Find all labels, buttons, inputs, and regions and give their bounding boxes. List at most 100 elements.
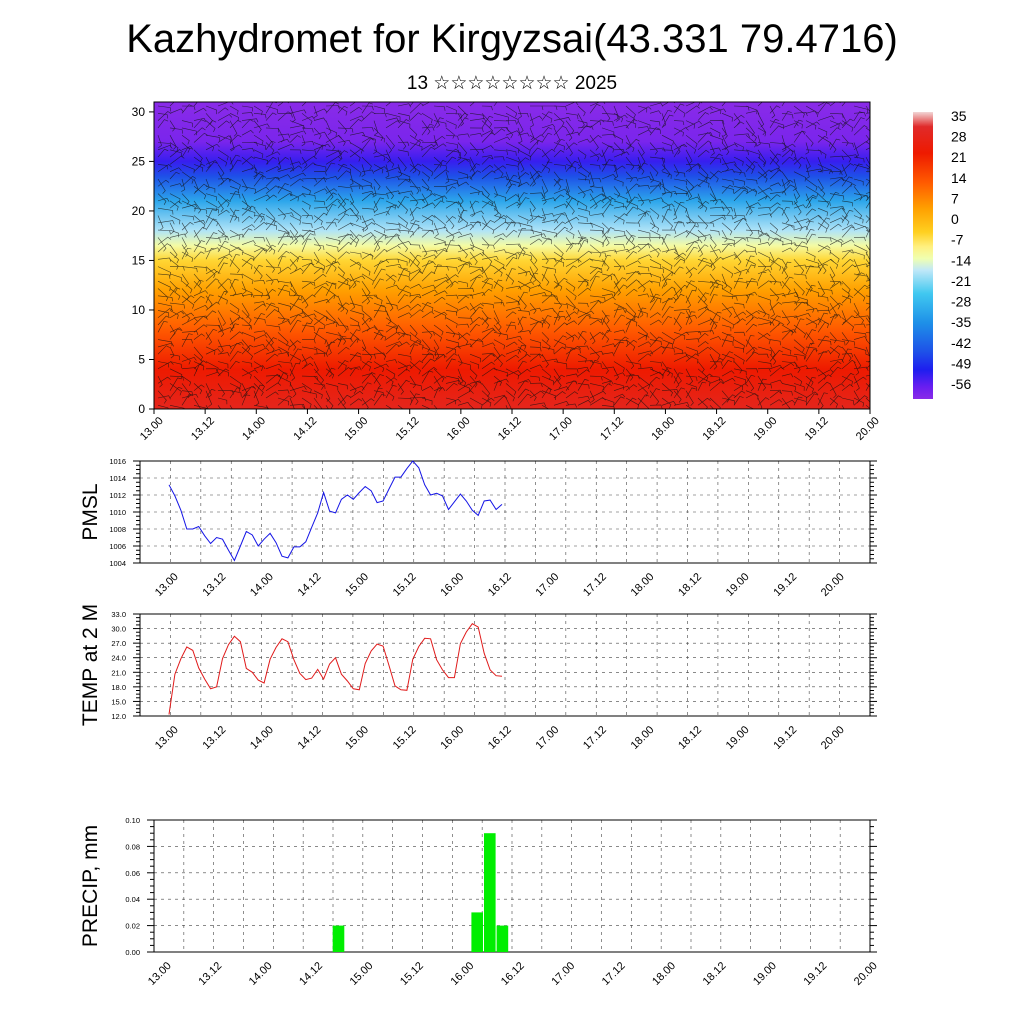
wind-barb bbox=[457, 259, 470, 268]
wind-barb bbox=[625, 317, 638, 327]
wind-barb bbox=[565, 334, 578, 340]
wind-barb bbox=[601, 195, 614, 202]
wind-barb bbox=[205, 120, 216, 133]
wind-barb bbox=[625, 120, 637, 128]
y-tick-label: 18.0 bbox=[111, 683, 126, 692]
wind-barb bbox=[553, 138, 565, 150]
wind-barb bbox=[457, 117, 469, 129]
wind-barb bbox=[793, 111, 808, 117]
wind-barb bbox=[589, 360, 599, 369]
wind-barb bbox=[421, 367, 438, 377]
wind-barb bbox=[601, 145, 613, 158]
wind-barb bbox=[853, 395, 869, 406]
wind-barb bbox=[829, 120, 840, 129]
wind-barb bbox=[373, 346, 387, 360]
wind-barb bbox=[817, 186, 826, 198]
wind-barb bbox=[301, 310, 313, 324]
wind-barb bbox=[193, 397, 202, 409]
wind-barb bbox=[253, 343, 266, 348]
wind-barb bbox=[469, 339, 484, 346]
wind-barb bbox=[325, 244, 339, 252]
wind-barb bbox=[613, 306, 623, 318]
wind-barb bbox=[241, 324, 253, 330]
wind-barb bbox=[421, 146, 435, 158]
wind-barb bbox=[481, 288, 493, 297]
wind-barb bbox=[325, 188, 338, 194]
wind-barb bbox=[709, 142, 715, 156]
wind-barb bbox=[241, 167, 258, 172]
wind-barb bbox=[625, 373, 635, 384]
y-tick-label: 25 bbox=[132, 154, 146, 168]
wind-barb bbox=[529, 273, 541, 287]
wind-barb bbox=[541, 193, 547, 205]
wind-barb bbox=[277, 256, 287, 267]
wind-barb bbox=[685, 387, 696, 399]
wind-barb bbox=[865, 382, 870, 391]
wind-barb bbox=[421, 229, 434, 238]
wind-barb bbox=[481, 113, 493, 128]
wind-barb bbox=[577, 171, 587, 181]
x-tick-label: 15.00 bbox=[342, 415, 370, 443]
wind-barb bbox=[865, 374, 870, 377]
y-tick-label: 30.0 bbox=[111, 625, 126, 634]
wind-barb bbox=[157, 257, 172, 262]
wind-barb bbox=[685, 239, 703, 245]
wind-barb bbox=[661, 367, 672, 377]
wind-barb bbox=[649, 178, 661, 187]
wind-barb bbox=[481, 329, 497, 340]
wind-barb bbox=[553, 346, 566, 355]
wind-barb bbox=[205, 218, 218, 231]
wind-barb bbox=[757, 353, 769, 358]
wind-barb bbox=[349, 259, 361, 270]
wind-barb bbox=[505, 311, 517, 318]
colorbar-label: 7 bbox=[951, 190, 959, 206]
wind-barb bbox=[385, 325, 399, 333]
wind-barb bbox=[337, 213, 350, 223]
wind-barb bbox=[169, 346, 175, 359]
wind-barb bbox=[277, 157, 282, 171]
wind-barb bbox=[493, 249, 507, 254]
wind-barb bbox=[709, 311, 722, 326]
wind-barb bbox=[793, 264, 807, 269]
wind-barb bbox=[625, 315, 640, 326]
wind-barb bbox=[181, 288, 190, 301]
wind-barb bbox=[841, 120, 854, 132]
wind-barb bbox=[193, 361, 205, 371]
wind-barb bbox=[313, 127, 322, 140]
x-tick-label: 18.12 bbox=[700, 415, 728, 443]
wind-barb bbox=[697, 149, 710, 158]
wind-barb bbox=[277, 212, 294, 217]
wind-barb bbox=[253, 248, 267, 260]
wind-barb bbox=[781, 259, 788, 271]
wind-barb bbox=[829, 339, 846, 346]
x-tick-label: 19.12 bbox=[771, 724, 799, 752]
wind-barb bbox=[769, 182, 782, 187]
wind-barb bbox=[625, 260, 641, 267]
wind-barb bbox=[685, 246, 698, 260]
wind-barb bbox=[241, 361, 253, 368]
x-tick-label: 19.12 bbox=[771, 571, 799, 599]
wind-barb bbox=[601, 222, 610, 234]
wind-barb bbox=[157, 320, 168, 333]
wind-barb bbox=[265, 244, 276, 253]
wind-barb bbox=[613, 302, 627, 314]
wind-barb bbox=[265, 373, 281, 384]
colorbar-label: 0 bbox=[951, 211, 959, 227]
wind-barb bbox=[541, 164, 551, 173]
wind-barb bbox=[637, 244, 650, 249]
wind-barb bbox=[613, 314, 626, 326]
wind-barb bbox=[529, 402, 547, 407]
wind-barb bbox=[325, 280, 337, 290]
wind-barb bbox=[637, 237, 651, 242]
wind-barb bbox=[865, 264, 870, 267]
wind-barb bbox=[493, 215, 508, 224]
wind-barb bbox=[337, 105, 348, 114]
wind-barb bbox=[589, 120, 602, 126]
wind-barb bbox=[361, 398, 375, 406]
wind-barb bbox=[325, 135, 342, 143]
wind-barb bbox=[469, 156, 476, 171]
x-tick-label: 17.12 bbox=[600, 960, 628, 988]
wind-barb bbox=[457, 112, 469, 121]
wind-barb bbox=[841, 397, 855, 405]
wind-barb bbox=[805, 121, 820, 129]
